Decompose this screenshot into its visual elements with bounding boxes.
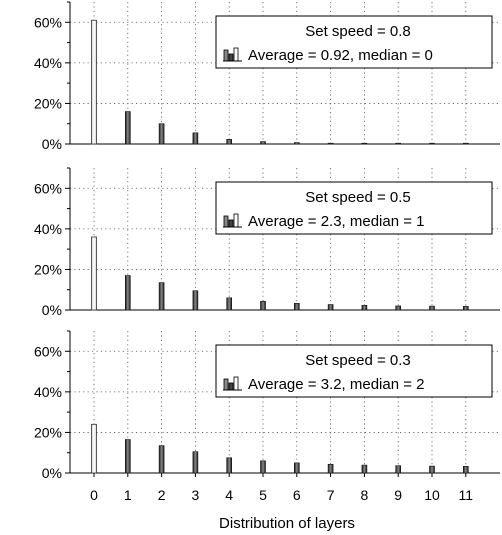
bar bbox=[462, 306, 469, 311]
y-tick-label: 40% bbox=[34, 384, 62, 400]
legend-stats: Average = 3.2, median = 2 bbox=[248, 376, 425, 393]
bar bbox=[395, 305, 402, 311]
histogram-swatch-icon bbox=[223, 376, 242, 391]
bar bbox=[226, 457, 232, 474]
x-tick-label: 9 bbox=[394, 487, 402, 503]
legend-box bbox=[215, 181, 493, 235]
bar bbox=[125, 439, 131, 474]
bar bbox=[395, 142, 402, 145]
bar bbox=[327, 304, 334, 311]
bar bbox=[125, 111, 131, 145]
x-tick-label: 7 bbox=[327, 487, 335, 503]
bar bbox=[361, 142, 368, 145]
bar bbox=[226, 139, 232, 145]
x-tick-label: 10 bbox=[424, 487, 440, 503]
y-tick-label: 20% bbox=[34, 261, 62, 277]
bar bbox=[125, 275, 131, 311]
bar bbox=[327, 463, 334, 474]
legend: Set speed = 0.5 Average = 2.3, median = 1 bbox=[215, 181, 493, 235]
legend-box bbox=[215, 15, 493, 69]
y-tick-label: 40% bbox=[34, 55, 62, 71]
y-tick-label: 40% bbox=[34, 221, 62, 237]
bar bbox=[91, 19, 97, 145]
x-tick-label: 4 bbox=[225, 487, 233, 503]
bar bbox=[226, 297, 232, 311]
bar bbox=[91, 423, 97, 474]
legend-stats: Average = 2.3, median = 1 bbox=[248, 213, 425, 230]
x-tick-label: 0 bbox=[90, 487, 98, 503]
y-tick-label: 60% bbox=[34, 14, 62, 30]
bar bbox=[293, 142, 300, 145]
y-tick-label: 60% bbox=[34, 180, 62, 196]
legend-stats: Average = 0.92, median = 0 bbox=[248, 47, 433, 64]
bar bbox=[462, 466, 469, 474]
bar bbox=[429, 465, 435, 474]
bar bbox=[158, 282, 165, 311]
y-tick-label: 20% bbox=[34, 424, 62, 440]
y-tick-label: 0% bbox=[42, 136, 62, 152]
bar bbox=[361, 464, 368, 474]
histogram-swatch-icon bbox=[223, 213, 242, 228]
y-tick-label: 20% bbox=[34, 95, 62, 111]
bar bbox=[192, 132, 199, 145]
bar bbox=[462, 142, 469, 145]
x-tick-label: 3 bbox=[192, 487, 200, 503]
histogram-swatch-icon bbox=[223, 47, 242, 62]
bar bbox=[429, 142, 435, 145]
legend-box bbox=[215, 344, 493, 398]
y-tick-label: 60% bbox=[34, 343, 62, 359]
y-tick-label: 0% bbox=[42, 302, 62, 318]
bar bbox=[395, 465, 402, 474]
legend-title: Set speed = 0.8 bbox=[305, 23, 411, 40]
bar bbox=[158, 123, 165, 145]
x-tick-label: 1 bbox=[124, 487, 132, 503]
x-axis-label: Distribution of layers bbox=[219, 515, 355, 532]
legend: Set speed = 0.8 Average = 0.92, median = … bbox=[215, 15, 493, 69]
bar bbox=[293, 303, 300, 311]
chart-panel: 0% 20% 40% 60% Set speed = 0.5 Average = 2.3,… bbox=[34, 167, 500, 318]
bar bbox=[429, 305, 435, 311]
x-tick-label: 8 bbox=[361, 487, 369, 503]
y-tick-label: 0% bbox=[42, 465, 62, 481]
chart-panel: 0% 20% 40% 60% Set speed = 0.8 Average = 0.92… bbox=[34, 1, 500, 152]
x-tick-label: 5 bbox=[259, 487, 267, 503]
legend-title: Set speed = 0.5 bbox=[305, 189, 411, 206]
chart-panel: 0% 20% 40% 60% Set speed = 0.3 Average = 3.2,… bbox=[34, 330, 500, 481]
bar bbox=[293, 462, 300, 474]
legend-title: Set speed = 0.3 bbox=[305, 352, 411, 369]
bar bbox=[327, 142, 334, 145]
bar bbox=[192, 451, 199, 474]
bar bbox=[361, 305, 368, 311]
bar bbox=[91, 236, 97, 311]
x-tick-label: 2 bbox=[158, 487, 166, 503]
legend: Set speed = 0.3 Average = 3.2, median = 2 bbox=[215, 344, 493, 398]
bar bbox=[260, 300, 266, 311]
bar bbox=[192, 290, 199, 311]
x-tick-label: 11 bbox=[459, 487, 474, 503]
bar bbox=[158, 445, 165, 474]
bar bbox=[260, 141, 266, 145]
x-tick-label: 6 bbox=[293, 487, 301, 503]
bar bbox=[260, 460, 266, 474]
